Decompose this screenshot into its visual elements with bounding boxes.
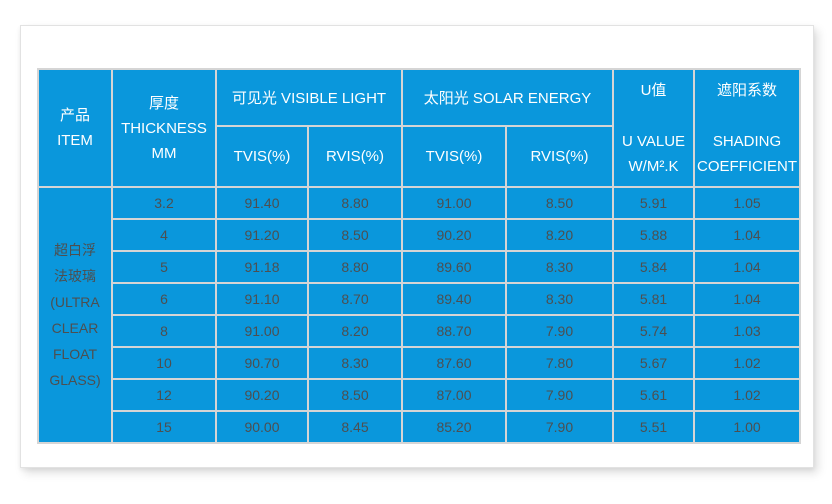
cell-visible-tvis: 91.00 <box>215 314 309 348</box>
header-u-value-en: U VALUE <box>621 132 686 150</box>
cell-visible-rvis: 8.70 <box>307 282 403 316</box>
product-name-cell: 超白浮 法玻璃 (ULTRA CLEAR FLOAT GLASS) <box>37 186 113 444</box>
cell-visible-tvis: 91.20 <box>215 218 309 252</box>
cell-solar-tvis: 85.20 <box>401 410 507 444</box>
cell-visible-rvis: 8.80 <box>307 186 403 220</box>
header-se-tvis: TVIS(%) <box>401 125 507 188</box>
table-header: 产品 ITEM 厚度 THICKNESS MM 可见光 VISIBLE LIGH… <box>37 68 802 188</box>
cell-visible-rvis: 8.30 <box>307 346 403 380</box>
cell-thickness-mm: 15 <box>111 410 217 444</box>
cell-u-value: 5.81 <box>612 282 696 316</box>
cell-shading-coefficient: 1.02 <box>693 378 802 412</box>
cell-solar-tvis: 87.60 <box>401 346 507 380</box>
cell-u-value: 5.74 <box>612 314 696 348</box>
cell-shading-coefficient: 1.00 <box>693 410 802 444</box>
cell-u-value: 5.61 <box>612 378 696 412</box>
header-shading-coefficient: 遮阳系数 SHADING COEFFICIENT <box>693 68 802 188</box>
cell-visible-tvis: 90.70 <box>215 346 309 380</box>
cell-solar-rvis: 7.90 <box>504 410 615 444</box>
header-se-rvis: RVIS(%) <box>504 125 615 188</box>
cell-shading-coefficient: 1.05 <box>693 186 802 220</box>
cell-thickness-mm: 10 <box>111 346 217 380</box>
header-item: 产品 ITEM <box>37 68 113 188</box>
cell-u-value: 5.67 <box>612 346 696 380</box>
header-item-en: ITEM <box>57 132 93 149</box>
cell-solar-tvis: 91.00 <box>401 186 507 220</box>
header-thickness-unit: MM <box>151 144 177 162</box>
cell-visible-tvis: 91.18 <box>215 250 309 284</box>
header-thickness: 厚度 THICKNESS MM <box>111 68 217 188</box>
header-item-zh: 产品 <box>59 107 90 124</box>
header-visible-light-group: 可见光 VISIBLE LIGHT <box>215 68 403 127</box>
cell-visible-rvis: 8.45 <box>307 410 403 444</box>
cell-u-value: 5.91 <box>612 186 696 220</box>
table-row: 5 91.18 8.80 89.60 8.30 5.84 1.04 <box>38 250 802 284</box>
header-u-value-zh: U值 <box>640 81 667 99</box>
header-thickness-zh: 厚度 <box>148 94 179 112</box>
cell-solar-rvis: 7.90 <box>504 378 615 412</box>
table-row: 4 91.20 8.50 90.20 8.20 5.88 1.04 <box>38 218 802 252</box>
cell-shading-coefficient: 1.04 <box>693 250 802 284</box>
header-u-value-unit: W/M².K <box>628 157 679 175</box>
header-thickness-en: THICKNESS <box>121 119 207 137</box>
cell-thickness-mm: 3.2 <box>111 186 217 220</box>
header-u-value: U值 U VALUE W/M².K <box>612 68 696 188</box>
cell-solar-rvis: 7.90 <box>504 314 615 348</box>
cell-shading-coefficient: 1.04 <box>693 282 802 316</box>
header-vl-rvis: RVIS(%) <box>307 125 403 188</box>
cell-solar-tvis: 89.40 <box>401 282 507 316</box>
cell-visible-rvis: 8.50 <box>307 218 403 252</box>
cell-visible-rvis: 8.50 <box>307 378 403 412</box>
header-vl-tvis: TVIS(%) <box>215 125 309 188</box>
table-row: 15 90.00 8.45 85.20 7.90 5.51 1.00 <box>38 410 802 444</box>
cell-solar-tvis: 89.60 <box>401 250 507 284</box>
header-solar-energy-group: 太阳光 SOLAR ENERGY <box>400 68 615 127</box>
cell-visible-tvis: 91.10 <box>215 282 309 316</box>
cell-visible-rvis: 8.80 <box>307 250 403 284</box>
header-sub-row: TVIS(%) RVIS(%) TVIS(%) RVIS(%) <box>38 125 800 188</box>
cell-solar-rvis: 7.80 <box>504 346 615 380</box>
table-row: 10 90.70 8.30 87.60 7.80 5.67 1.02 <box>38 346 802 380</box>
cell-solar-rvis: 8.20 <box>504 218 615 252</box>
cell-u-value: 5.88 <box>612 218 696 252</box>
cell-visible-tvis: 90.00 <box>215 410 309 444</box>
cell-solar-rvis: 8.50 <box>504 186 615 220</box>
table-row: 8 91.00 8.20 88.70 7.90 5.74 1.03 <box>38 314 802 348</box>
table-row: 6 91.10 8.70 89.40 8.30 5.81 1.04 <box>38 282 802 316</box>
cell-solar-tvis: 88.70 <box>401 314 507 348</box>
cell-u-value: 5.51 <box>612 410 696 444</box>
header-shading-en1: SHADING <box>712 132 782 150</box>
cell-thickness-mm: 8 <box>111 314 217 348</box>
cell-shading-coefficient: 1.03 <box>693 314 802 348</box>
cell-shading-coefficient: 1.04 <box>693 218 802 252</box>
cell-shading-coefficient: 1.02 <box>693 346 802 380</box>
header-group-row: 产品 ITEM 厚度 THICKNESS MM 可见光 VISIBLE LIGH… <box>37 68 802 188</box>
cell-solar-tvis: 87.00 <box>401 378 507 412</box>
cell-visible-tvis: 91.40 <box>215 186 309 220</box>
header-shading-zh: 遮阳系数 <box>717 81 778 99</box>
cell-solar-tvis: 90.20 <box>401 218 507 252</box>
table-row: 12 90.20 8.50 87.00 7.90 5.61 1.02 <box>38 378 802 412</box>
cell-thickness-mm: 6 <box>111 282 217 316</box>
cell-solar-rvis: 8.30 <box>504 250 615 284</box>
table-row: 超白浮 法玻璃 (ULTRA CLEAR FLOAT GLASS) 3.2 91.4… <box>37 186 802 444</box>
cell-thickness-mm: 12 <box>111 378 217 412</box>
cell-u-value: 5.84 <box>612 250 696 284</box>
cell-thickness-mm: 4 <box>111 218 217 252</box>
table-body: 超白浮 法玻璃 (ULTRA CLEAR FLOAT GLASS) 3.2 91.4… <box>37 186 802 444</box>
cell-visible-tvis: 90.20 <box>215 378 309 412</box>
glass-spec-table: 产品 ITEM 厚度 THICKNESS MM 可见光 VISIBLE LIGH… <box>37 68 802 444</box>
header-shading-en2: COEFFICIENT <box>697 157 798 175</box>
spec-sheet-card: 产品 ITEM 厚度 THICKNESS MM 可见光 VISIBLE LIGH… <box>20 25 814 468</box>
cell-solar-rvis: 8.30 <box>504 282 615 316</box>
cell-visible-rvis: 8.20 <box>307 314 403 348</box>
cell-thickness-mm: 5 <box>111 250 217 284</box>
